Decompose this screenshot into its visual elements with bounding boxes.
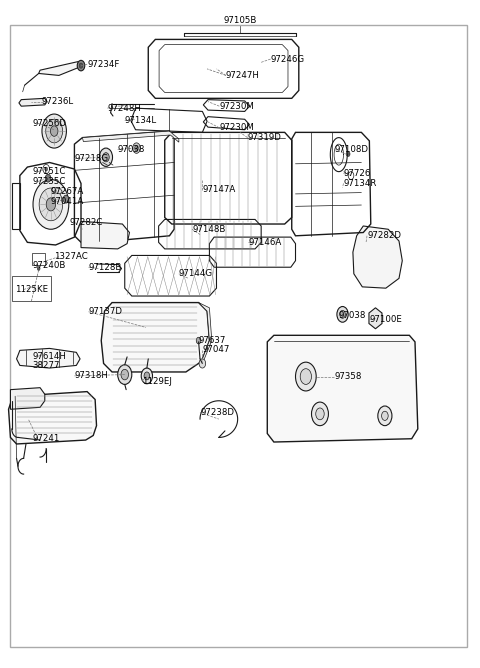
Circle shape	[37, 267, 40, 271]
Circle shape	[196, 337, 201, 344]
Text: 97041A: 97041A	[51, 197, 84, 206]
Circle shape	[300, 369, 312, 384]
Text: 97134L: 97134L	[125, 116, 157, 125]
Text: 97108D: 97108D	[334, 145, 368, 154]
Polygon shape	[51, 187, 62, 194]
Circle shape	[378, 406, 392, 426]
Circle shape	[45, 174, 51, 182]
Circle shape	[134, 146, 138, 151]
Circle shape	[346, 152, 350, 156]
Circle shape	[79, 63, 83, 68]
Circle shape	[46, 120, 63, 143]
Circle shape	[340, 311, 346, 318]
Polygon shape	[9, 391, 96, 444]
Circle shape	[144, 372, 150, 380]
Polygon shape	[199, 303, 212, 361]
Text: 97236L: 97236L	[41, 97, 73, 106]
Text: 97637: 97637	[199, 336, 226, 345]
Text: 97282D: 97282D	[367, 231, 401, 240]
Bar	[12, 277, 51, 301]
Text: 97047: 97047	[203, 345, 230, 354]
Text: 97146A: 97146A	[249, 238, 282, 247]
Polygon shape	[83, 131, 179, 142]
Text: 97134R: 97134R	[344, 179, 377, 188]
Text: 38277: 38277	[32, 361, 60, 370]
Text: 97105B: 97105B	[223, 16, 257, 25]
Polygon shape	[16, 349, 80, 368]
Polygon shape	[19, 98, 47, 106]
Text: 1129EJ: 1129EJ	[142, 377, 172, 385]
Circle shape	[199, 359, 205, 368]
Text: 97726: 97726	[344, 169, 371, 178]
Circle shape	[99, 148, 112, 166]
Circle shape	[337, 307, 348, 322]
Text: 97267A: 97267A	[51, 187, 84, 196]
Text: 97282C: 97282C	[70, 218, 103, 227]
Text: 97246G: 97246G	[271, 55, 305, 63]
Text: 97038: 97038	[339, 311, 366, 320]
Text: 97230M: 97230M	[219, 124, 254, 132]
Bar	[32, 253, 45, 265]
Circle shape	[77, 60, 85, 71]
Circle shape	[118, 365, 132, 384]
Text: 97230M: 97230M	[219, 102, 254, 111]
Polygon shape	[11, 387, 45, 409]
Text: 97358: 97358	[334, 372, 361, 381]
Polygon shape	[39, 61, 81, 75]
Circle shape	[33, 180, 69, 229]
Text: 97256D: 97256D	[32, 119, 66, 128]
Polygon shape	[267, 335, 418, 442]
Text: 1327AC: 1327AC	[54, 253, 88, 261]
Circle shape	[63, 195, 69, 203]
Text: 97240B: 97240B	[32, 261, 65, 271]
Circle shape	[50, 126, 58, 136]
Circle shape	[46, 198, 56, 211]
Circle shape	[39, 188, 63, 220]
Text: 97151C: 97151C	[32, 167, 65, 176]
Text: 97238D: 97238D	[200, 408, 234, 417]
Text: 97137D: 97137D	[88, 307, 122, 316]
Circle shape	[296, 362, 316, 391]
Polygon shape	[101, 303, 209, 372]
Polygon shape	[353, 226, 402, 288]
Circle shape	[141, 368, 153, 383]
Text: 97241: 97241	[32, 434, 60, 444]
Text: 97319D: 97319D	[248, 133, 281, 142]
Text: 97144G: 97144G	[179, 269, 213, 279]
Text: 97614H: 97614H	[32, 352, 66, 361]
Circle shape	[312, 402, 328, 426]
Circle shape	[382, 411, 388, 420]
Text: 97234F: 97234F	[87, 60, 120, 69]
Polygon shape	[369, 308, 382, 329]
Polygon shape	[81, 221, 130, 249]
Text: 97038: 97038	[118, 145, 145, 154]
Text: 97148B: 97148B	[192, 224, 226, 234]
Text: 97147A: 97147A	[203, 186, 236, 194]
Circle shape	[42, 114, 66, 148]
Text: 97248H: 97248H	[108, 104, 141, 113]
Text: 97318H: 97318H	[74, 371, 108, 380]
Circle shape	[316, 408, 324, 420]
Circle shape	[133, 143, 140, 154]
Text: 97128B: 97128B	[88, 263, 122, 272]
Circle shape	[103, 153, 109, 162]
Text: 97100E: 97100E	[370, 315, 402, 324]
Text: 97218G: 97218G	[74, 154, 108, 163]
Text: 1125KE: 1125KE	[15, 285, 48, 294]
Circle shape	[45, 167, 48, 171]
Circle shape	[121, 369, 129, 380]
Text: 97247H: 97247H	[226, 71, 260, 80]
Text: 97235C: 97235C	[32, 177, 65, 186]
